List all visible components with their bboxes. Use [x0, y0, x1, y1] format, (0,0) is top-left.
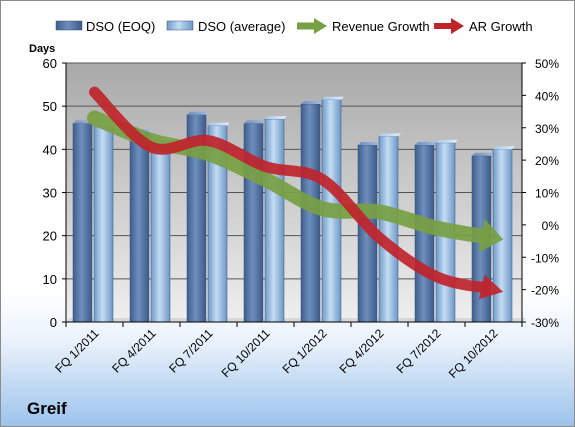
x-tick-label: FQ 4/2011: [109, 326, 159, 376]
bar-dso-average: [150, 140, 171, 323]
bar-dso-average-top: [322, 96, 344, 100]
bar-dso-eoq: [72, 123, 93, 323]
company-name: Greif: [27, 399, 67, 418]
bar-dso-average: [264, 118, 285, 323]
revenue-growth-arrowhead: [478, 218, 504, 253]
x-tick-label: FQ 7/2011: [166, 326, 216, 376]
left-tick-label: 0: [50, 315, 57, 330]
right-tick-label: 0%: [542, 219, 560, 233]
bar-dso-average: [93, 125, 114, 323]
bar-dso-eoq: [129, 131, 150, 323]
bar-dso-average-top: [379, 133, 401, 137]
x-tick-label: FQ 7/2012: [394, 326, 444, 376]
left-tick-label: 20: [43, 229, 57, 244]
x-tick-label: FQ 4/2012: [337, 326, 387, 376]
x-tick-label: FQ 1/2012: [280, 326, 330, 376]
right-tick-label: 10%: [535, 187, 559, 201]
growth-arrows: [87, 86, 504, 300]
bar-dso-eoq-top: [472, 152, 494, 156]
plot-floor: [66, 318, 526, 322]
revenue-growth-line: [87, 110, 490, 244]
bar-dso-eoq-top: [358, 142, 380, 146]
legend-label: DSO (average): [198, 19, 285, 34]
legend-label: AR Growth: [469, 19, 533, 34]
x-tick-label: FQ 10/2012: [446, 326, 501, 381]
bar-dso-eoq-top: [244, 120, 266, 124]
bar-dso-eoq-top: [187, 111, 209, 115]
right-tick-label: 30%: [535, 122, 559, 136]
right-tick-label: 40%: [535, 89, 559, 103]
legend-label: DSO (EOQ): [86, 19, 155, 34]
bar-dso-average-top: [265, 116, 287, 120]
legend-label: Revenue Growth: [332, 19, 430, 34]
left-tick-label: 60: [43, 56, 57, 71]
ar-growth-line: [89, 86, 488, 293]
legend-swatch-ar-growth-head: [451, 18, 464, 34]
left-tick-label: 30: [43, 186, 57, 201]
right-tick-label: -20%: [531, 284, 559, 298]
ar-growth-arrowhead: [478, 274, 504, 300]
bar-dso-eoq-top: [415, 142, 437, 146]
right-tick-label: 20%: [535, 154, 559, 168]
legend: DSO (EOQ) DSO (average) Revenue Growth AR G…: [55, 18, 533, 34]
bar-dso-average: [378, 136, 399, 323]
legend-swatch-dso-eoq: [55, 20, 83, 31]
bar-dso-average-top: [208, 122, 230, 126]
bar-dso-average-top: [436, 139, 458, 143]
right-tick-label: -10%: [531, 251, 559, 265]
bar-dso-eoq-top: [301, 101, 323, 105]
legend-swatch-revenue-growth-head: [314, 18, 327, 34]
right-tick-label: -30%: [531, 316, 559, 330]
legend-swatch-dso-average: [166, 20, 194, 31]
bar-dso-average-top: [493, 146, 515, 150]
left-tick-label: 10: [43, 272, 57, 287]
left-tick-label: 40: [43, 142, 57, 157]
x-tick-label: FQ 10/2011: [219, 326, 273, 380]
right-tick-label: 50%: [535, 57, 559, 71]
left-tick-label: 50: [43, 99, 57, 114]
x-tick-label: FQ 1/2011: [52, 326, 102, 376]
left-axis-title: Days: [29, 43, 55, 55]
